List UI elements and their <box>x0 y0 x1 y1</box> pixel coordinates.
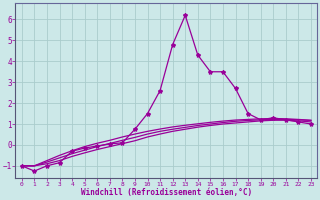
X-axis label: Windchill (Refroidissement éolien,°C): Windchill (Refroidissement éolien,°C) <box>81 188 252 197</box>
